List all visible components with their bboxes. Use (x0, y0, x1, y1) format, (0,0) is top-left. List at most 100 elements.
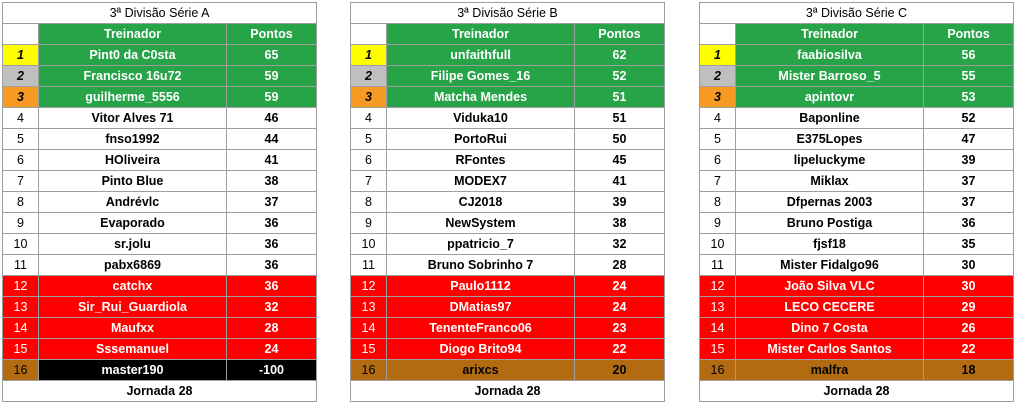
table-row: 2 Filipe Gomes_16 52 (350, 65, 666, 87)
trainer-cell: Pint0 da C0sta (38, 44, 227, 66)
position-cell: 2 (2, 65, 39, 87)
points-cell: 18 (922, 359, 1015, 381)
points-cell: 29 (922, 296, 1015, 318)
trainer-cell: Bruno Sobrinho 7 (386, 254, 575, 276)
trainer-cell: malfra (735, 359, 924, 381)
table-row: 5 fnso1992 44 (2, 128, 318, 150)
table-row: 2 Francisco 16u72 59 (2, 65, 318, 87)
position-cell: 13 (699, 296, 736, 318)
trainer-cell: PortoRui (386, 128, 575, 150)
points-cell: 51 (573, 107, 666, 129)
position-cell: 6 (699, 149, 736, 171)
table-row: 9 Bruno Postiga 36 (699, 212, 1015, 234)
trainer-cell: sr.jolu (38, 233, 227, 255)
trainer-cell: Diogo Brito94 (386, 338, 575, 360)
points-cell: 53 (922, 86, 1015, 108)
league-table-serie-b: 3ª Divisão Série B Treinador Pontos 1 unf… (350, 2, 666, 402)
header-points: Pontos (225, 23, 318, 45)
table-row: 5 PortoRui 50 (350, 128, 666, 150)
trainer-cell: NewSystem (386, 212, 575, 234)
points-cell: 26 (922, 317, 1015, 339)
position-cell: 3 (699, 86, 736, 108)
table-row: 15 Mister Carlos Santos 22 (699, 338, 1015, 360)
table-title: 3ª Divisão Série C (699, 2, 1014, 24)
table-row: 9 Evaporado 36 (2, 212, 318, 234)
points-cell: 39 (573, 191, 666, 213)
position-cell: 15 (350, 338, 387, 360)
table-title: 3ª Divisão Série B (350, 2, 665, 24)
points-cell: 52 (922, 107, 1015, 129)
points-cell: 37 (922, 170, 1015, 192)
trainer-cell: Sir_Rui_Guardiola (38, 296, 227, 318)
position-cell: 6 (350, 149, 387, 171)
points-cell: 36 (225, 275, 318, 297)
trainer-cell: Pinto Blue (38, 170, 227, 192)
trainer-cell: Filipe Gomes_16 (386, 65, 575, 87)
points-cell: 36 (225, 212, 318, 234)
position-cell: 1 (350, 44, 387, 66)
position-cell: 8 (2, 191, 39, 213)
table-row: 11 Mister Fidalgo96 30 (699, 254, 1015, 276)
points-cell: 24 (573, 275, 666, 297)
header-blank (350, 23, 387, 45)
position-cell: 14 (350, 317, 387, 339)
trainer-cell: Mister Fidalgo96 (735, 254, 924, 276)
league-table-serie-c: 3ª Divisão Série C Treinador Pontos 1 faa… (699, 2, 1015, 402)
trainer-cell: LECO CECERE (735, 296, 924, 318)
points-cell: 24 (573, 296, 666, 318)
header-points: Pontos (573, 23, 666, 45)
table-row: 6 lipeluckyme 39 (699, 149, 1015, 171)
position-cell: 10 (350, 233, 387, 255)
table-row: 10 sr.jolu 36 (2, 233, 318, 255)
points-cell: 59 (225, 65, 318, 87)
trainer-cell: DMatias97 (386, 296, 575, 318)
trainer-cell: Dino 7 Costa (735, 317, 924, 339)
trainer-cell: arixcs (386, 359, 575, 381)
table-row: 10 ppatricio_7 32 (350, 233, 666, 255)
points-cell: 30 (922, 275, 1015, 297)
header-trainer: Treinador (735, 23, 924, 45)
table-row: 14 Dino 7 Costa 26 (699, 317, 1015, 339)
points-cell: 41 (573, 170, 666, 192)
table-row: 13 LECO CECERE 29 (699, 296, 1015, 318)
points-cell: 46 (225, 107, 318, 129)
position-cell: 11 (2, 254, 39, 276)
position-cell: 16 (2, 359, 39, 381)
trainer-cell: MODEX7 (386, 170, 575, 192)
trainer-cell: Sssemanuel (38, 338, 227, 360)
trainer-cell: ppatricio_7 (386, 233, 575, 255)
table-row: 12 catchx 36 (2, 275, 318, 297)
position-cell: 13 (350, 296, 387, 318)
table-row: 12 João Silva VLC 30 (699, 275, 1015, 297)
points-cell: 22 (922, 338, 1015, 360)
position-cell: 6 (2, 149, 39, 171)
table-row: 2 Mister Barroso_5 55 (699, 65, 1015, 87)
position-cell: 4 (350, 107, 387, 129)
trainer-cell: Andrévlc (38, 191, 227, 213)
position-cell: 9 (350, 212, 387, 234)
table-footer: Jornada 28 (699, 380, 1014, 402)
position-cell: 15 (699, 338, 736, 360)
position-cell: 11 (350, 254, 387, 276)
points-cell: 37 (225, 191, 318, 213)
table-row: 3 Matcha Mendes 51 (350, 86, 666, 108)
table-body: 1 unfaithfull 62 2 Filipe Gomes_16 52 3 Matcha … (350, 44, 666, 381)
trainer-cell: fnso1992 (38, 128, 227, 150)
table-row: 16 arixcs 20 (350, 359, 666, 381)
trainer-cell: Evaporado (38, 212, 227, 234)
header-trainer: Treinador (38, 23, 227, 45)
table-row: 13 Sir_Rui_Guardiola 32 (2, 296, 318, 318)
position-cell: 9 (2, 212, 39, 234)
points-cell: 45 (573, 149, 666, 171)
points-cell: 36 (922, 212, 1015, 234)
position-cell: 10 (699, 233, 736, 255)
table-row: 3 guilherme_5556 59 (2, 86, 318, 108)
position-cell: 7 (699, 170, 736, 192)
trainer-cell: apintovr (735, 86, 924, 108)
trainer-cell: Paulo1112 (386, 275, 575, 297)
trainer-cell: Francisco 16u72 (38, 65, 227, 87)
points-cell: 28 (225, 317, 318, 339)
table-title: 3ª Divisão Série A (2, 2, 317, 24)
position-cell: 14 (2, 317, 39, 339)
header-blank (699, 23, 736, 45)
